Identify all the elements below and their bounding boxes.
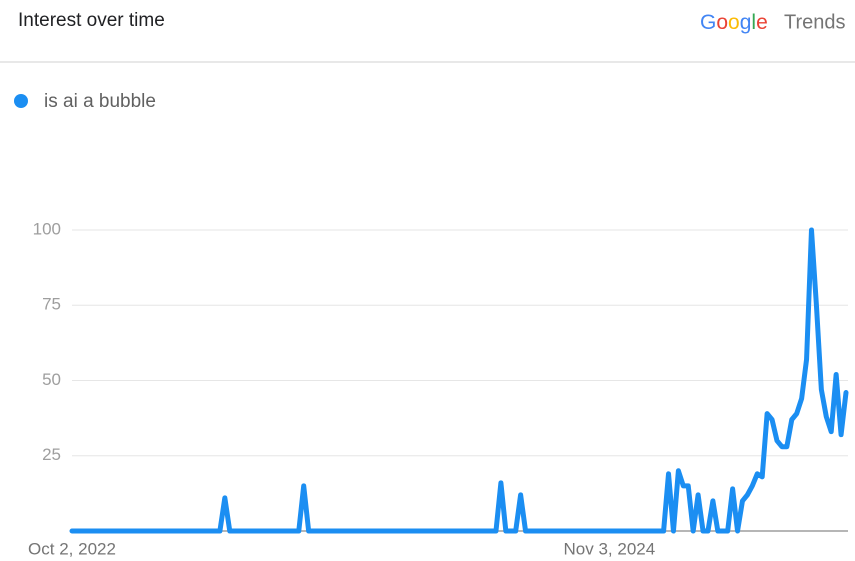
google-logo: Google bbox=[700, 11, 768, 34]
legend-dot bbox=[14, 94, 28, 108]
trend-line bbox=[69, 227, 849, 534]
y-tick-label: 50 bbox=[42, 370, 61, 389]
trends-logo: Trends bbox=[784, 11, 846, 33]
y-tick-label: 25 bbox=[42, 445, 61, 464]
card-title: Interest over time bbox=[18, 10, 165, 31]
x-tick-label: Nov 3, 2024 bbox=[564, 539, 656, 558]
y-tick-label: 75 bbox=[42, 295, 61, 314]
y-tick-label: 100 bbox=[33, 219, 61, 238]
legend-label: is ai a bubble bbox=[44, 91, 156, 112]
x-tick-label: Oct 2, 2022 bbox=[28, 539, 116, 558]
